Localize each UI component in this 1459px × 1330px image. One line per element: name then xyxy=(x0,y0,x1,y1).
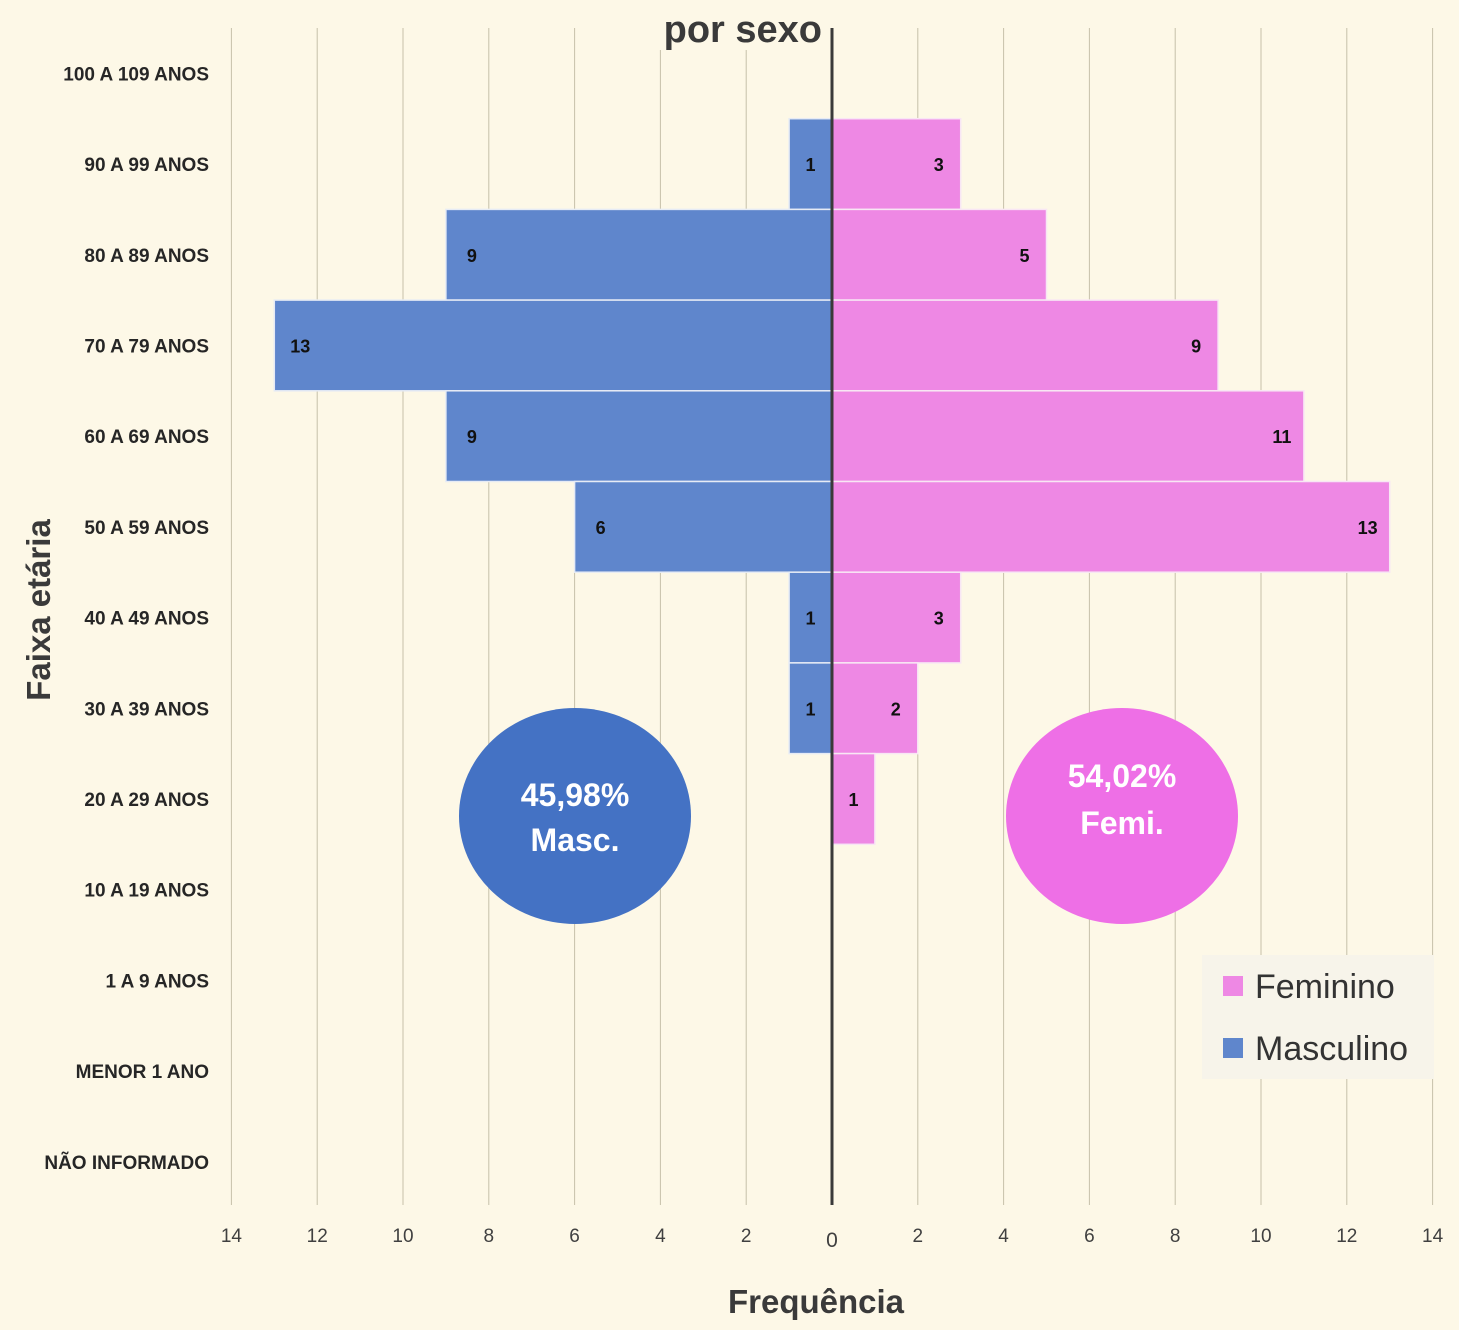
data-label-masculino: 1 xyxy=(806,155,816,175)
bar-feminino xyxy=(831,571,962,664)
data-label-feminino: 2 xyxy=(891,699,901,719)
bar-masculino xyxy=(573,480,833,573)
bar-feminino xyxy=(831,480,1391,573)
y-axis-title: Faixa etária xyxy=(20,519,57,701)
bar-feminino xyxy=(831,662,919,755)
data-label-feminino: 9 xyxy=(1191,336,1201,356)
data-label-masculino: 9 xyxy=(467,246,477,266)
data-label-masculino: 1 xyxy=(806,699,816,719)
x-tick-label: 2 xyxy=(913,1226,924,1247)
title-backdrop xyxy=(640,0,830,50)
x-tick-label: 8 xyxy=(484,1226,495,1247)
data-label-masculino: 13 xyxy=(290,336,310,356)
category-label: 100 A 109 ANOS xyxy=(63,64,209,85)
x-tick-label: 10 xyxy=(1250,1226,1271,1247)
x-tick-label: 4 xyxy=(998,1226,1009,1247)
percent-bubble-feminino xyxy=(1006,708,1238,924)
data-label-feminino: 5 xyxy=(1019,246,1029,266)
x-tick-label: 8 xyxy=(1170,1226,1181,1247)
data-label-masculino: 9 xyxy=(467,427,477,447)
data-label-masculino: 1 xyxy=(806,609,816,629)
data-label-feminino: 3 xyxy=(934,609,944,629)
category-label: 30 A 39 ANOS xyxy=(84,699,209,720)
bar-feminino xyxy=(831,299,1219,392)
data-label-masculino: 6 xyxy=(596,518,606,538)
category-label: 60 A 69 ANOS xyxy=(84,427,209,448)
percent-label: Masc. xyxy=(531,822,620,858)
category-label: MENOR 1 ANO xyxy=(76,1062,209,1083)
legend-box xyxy=(1202,955,1434,1079)
legend-label-feminino: Feminino xyxy=(1255,968,1395,1006)
data-label-feminino: 3 xyxy=(934,155,944,175)
category-label: 70 A 79 ANOS xyxy=(84,336,209,357)
category-label: 80 A 89 ANOS xyxy=(84,246,209,267)
data-label-feminino: 11 xyxy=(1272,427,1291,447)
data-label-feminino: 1 xyxy=(848,790,858,810)
chart-title: por sexo xyxy=(664,9,822,51)
x-tick-label: 10 xyxy=(392,1226,413,1247)
x-tick-label: 6 xyxy=(1084,1226,1095,1247)
x-tick-label: 12 xyxy=(307,1226,328,1247)
legend-label-masculino: Masculino xyxy=(1255,1030,1408,1068)
x-tick-label: 6 xyxy=(569,1226,580,1247)
x-axis-title: Frequência xyxy=(728,1283,905,1320)
bar-masculino xyxy=(445,208,833,301)
percent-value: 45,98% xyxy=(521,777,630,813)
category-label: 90 A 99 ANOS xyxy=(84,155,209,176)
category-label: 40 A 49 ANOS xyxy=(84,609,209,630)
category-label: 20 A 29 ANOS xyxy=(84,790,209,811)
category-label: 10 A 19 ANOS xyxy=(84,881,209,902)
percent-value: 54,02% xyxy=(1068,758,1177,794)
data-label-feminino: 13 xyxy=(1358,518,1378,538)
category-label: 50 A 59 ANOS xyxy=(84,518,209,539)
x-tick-label: 14 xyxy=(221,1226,243,1247)
bar-feminino xyxy=(831,208,1048,301)
bar-masculino xyxy=(445,390,833,483)
legend-swatch-feminino xyxy=(1223,976,1243,996)
legend-swatch-masculino xyxy=(1223,1038,1243,1058)
category-label: NÃO INFORMADO xyxy=(44,1152,209,1174)
x-tick-label: 12 xyxy=(1336,1226,1357,1247)
x-tick-label: 2 xyxy=(741,1226,752,1247)
percent-label: Femi. xyxy=(1080,805,1164,841)
x-tick-label: 0 xyxy=(826,1229,838,1252)
x-tick-label: 4 xyxy=(655,1226,666,1247)
x-tick-label: 14 xyxy=(1422,1226,1444,1247)
bar-feminino xyxy=(831,117,962,211)
bar-feminino xyxy=(831,390,1305,483)
category-label: 1 A 9 ANOS xyxy=(106,971,209,992)
percent-bubble-masculino xyxy=(459,708,691,924)
bar-masculino xyxy=(273,299,833,392)
